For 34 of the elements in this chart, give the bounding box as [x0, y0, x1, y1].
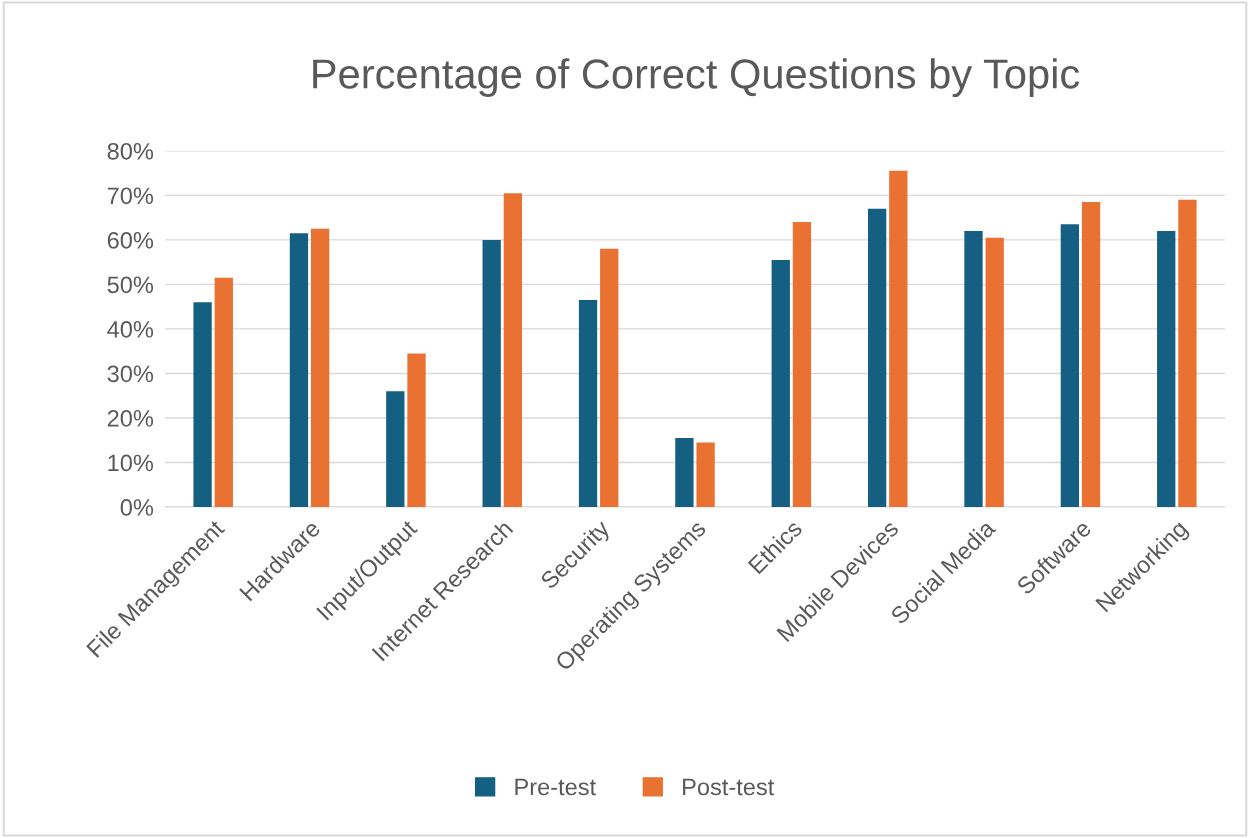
- bar: [1060, 224, 1080, 507]
- bar: [985, 237, 1004, 507]
- legend-label: Post-test: [683, 778, 775, 796]
- bar: [675, 437, 694, 507]
- bar: [1178, 199, 1197, 507]
- y-tick-label: 30%: [107, 365, 154, 383]
- bar: [482, 239, 501, 507]
- y-tick-label: 70%: [107, 187, 154, 205]
- bar: [503, 193, 523, 507]
- bar: [407, 353, 426, 507]
- bar: [1157, 230, 1176, 507]
- bar: [310, 228, 330, 507]
- bar: [867, 208, 887, 507]
- bar: [696, 442, 715, 507]
- legend-label: Pre-test: [515, 778, 596, 796]
- bar: [792, 222, 812, 507]
- chart-title: Percentage of Correct Questions by Topic: [313, 58, 1080, 97]
- bar: [771, 259, 790, 507]
- y-tick-label: 20%: [107, 410, 154, 427]
- bar: [214, 277, 233, 507]
- bar: [193, 302, 212, 507]
- bar: [578, 299, 598, 507]
- y-tick-label: 60%: [107, 231, 154, 249]
- bar: [600, 248, 619, 507]
- y-tick-label: 50%: [107, 276, 154, 294]
- y-tick-label: 40%: [107, 320, 154, 338]
- y-tick-label: 80%: [107, 142, 154, 160]
- bar: [289, 233, 309, 507]
- y-tick-label: 0%: [120, 499, 154, 516]
- bar: [1081, 202, 1101, 507]
- y-tick-label: 10%: [108, 454, 154, 472]
- bar: [889, 170, 908, 507]
- bar: [964, 230, 983, 507]
- bar: [386, 391, 405, 507]
